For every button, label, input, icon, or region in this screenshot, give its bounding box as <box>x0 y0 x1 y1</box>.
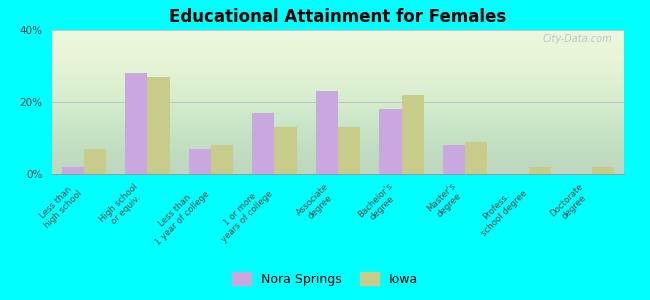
Bar <box>402 95 424 174</box>
Bar <box>528 167 551 174</box>
Text: City-Data.com: City-Data.com <box>543 34 612 44</box>
Bar <box>274 127 296 174</box>
Legend: Nora Springs, Iowa: Nora Springs, Iowa <box>227 267 423 291</box>
Bar <box>316 91 338 174</box>
Bar <box>465 142 488 174</box>
Title: Educational Attainment for Females: Educational Attainment for Females <box>170 8 506 26</box>
Bar <box>252 113 274 174</box>
Bar <box>380 109 402 174</box>
Bar <box>62 167 84 174</box>
Bar <box>338 127 360 174</box>
Bar <box>84 149 106 174</box>
Bar <box>592 167 614 174</box>
Bar <box>443 145 465 174</box>
Bar <box>125 73 148 174</box>
Bar <box>211 145 233 174</box>
Bar <box>188 149 211 174</box>
Bar <box>148 77 170 174</box>
